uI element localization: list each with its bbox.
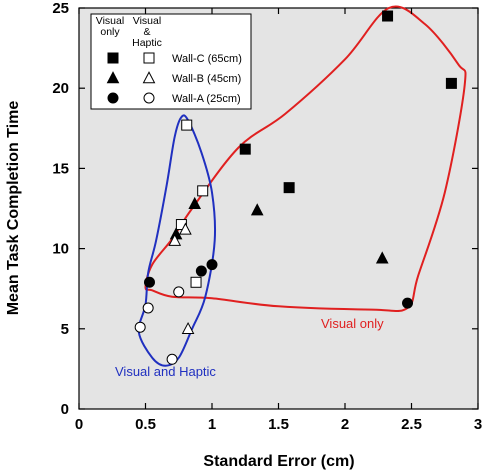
- annotation-visual-only: Visual only: [321, 316, 384, 331]
- visual-haptic-hull: [137, 114, 217, 367]
- x-tick-label: 2.5: [401, 416, 422, 433]
- y-tick-label: 10: [52, 241, 69, 258]
- legend-header-visual-haptic-line2: &: [143, 26, 150, 38]
- data-point-triangle-open: [168, 233, 182, 246]
- data-point-square-filled: [382, 10, 394, 22]
- legend-label: Wall-B (45cm): [172, 73, 241, 85]
- data-point-square-open: [190, 276, 202, 288]
- data-point-triangle-filled: [188, 196, 202, 209]
- data-point-circle-filled: [402, 297, 414, 309]
- data-point-circle-filled: [195, 265, 207, 277]
- x-tick-label: 1.5: [268, 416, 289, 433]
- legend: Visual only Visual & Haptic Wall-C (65cm…: [90, 13, 252, 110]
- x-axis-label: Standard Error (cm): [203, 453, 354, 470]
- data-point-circle-filled: [206, 259, 218, 271]
- legend-header-visual-haptic-line3: Haptic: [132, 37, 162, 49]
- data-point-circle-open: [134, 321, 146, 333]
- legend-marker-square-filled: [107, 52, 119, 64]
- legend-marker-triangle-filled: [106, 71, 120, 84]
- legend-header-visual-only-line2: only: [100, 26, 120, 38]
- annotation-visual-haptic: Visual and Haptic: [115, 364, 216, 379]
- y-tick-label: 25: [52, 0, 69, 17]
- legend-label: Wall-A (25cm): [172, 93, 241, 105]
- y-tick-label: 15: [52, 160, 69, 177]
- legend-marker-circle-filled: [107, 92, 119, 104]
- x-tick-label: 2: [341, 416, 349, 433]
- x-tick-label: 3: [474, 416, 482, 433]
- data-point-triangle-open: [179, 222, 192, 235]
- legend-label: Wall-C (65cm): [172, 53, 242, 65]
- data-point-triangle-filled: [375, 251, 389, 264]
- y-tick-label: 20: [52, 80, 69, 97]
- data-point-circle-open: [166, 353, 178, 365]
- tick-layer: 0 0.5 1 1.5 2 2.5 3 0 5 10 15 20 25: [52, 0, 482, 433]
- x-tick-label: 1: [208, 416, 216, 433]
- x-tick-label: 0: [75, 416, 83, 433]
- legend-marker-square-open: [143, 52, 155, 64]
- legend-marker-circle-open: [143, 92, 155, 104]
- data-point-square-filled: [283, 182, 295, 194]
- data-point-square-open: [181, 119, 193, 131]
- data-point-circle-open: [142, 302, 154, 314]
- data-point-layer: [134, 10, 457, 365]
- data-point-square-filled: [239, 143, 251, 155]
- data-point-square-open: [197, 185, 209, 197]
- data-point-triangle-open: [181, 321, 195, 335]
- data-point-triangle-filled: [250, 203, 264, 216]
- y-axis-label: Mean Task Completion Time: [5, 101, 22, 316]
- data-point-circle-open: [173, 286, 185, 298]
- data-point-circle-filled: [143, 276, 155, 288]
- y-tick-label: 0: [61, 401, 69, 418]
- legend-rows: Wall-C (65cm) Wall-B (45cm) Wall-A (25cm): [106, 52, 242, 105]
- legend-header-visual-haptic-line1: Visual: [133, 15, 161, 27]
- x-tick-label: 0.5: [135, 416, 156, 433]
- data-point-square-filled: [445, 77, 457, 89]
- legend-marker-triangle-open: [142, 71, 156, 84]
- y-tick-label: 5: [61, 321, 69, 338]
- legend-header-visual-only-line1: Visual: [96, 15, 124, 27]
